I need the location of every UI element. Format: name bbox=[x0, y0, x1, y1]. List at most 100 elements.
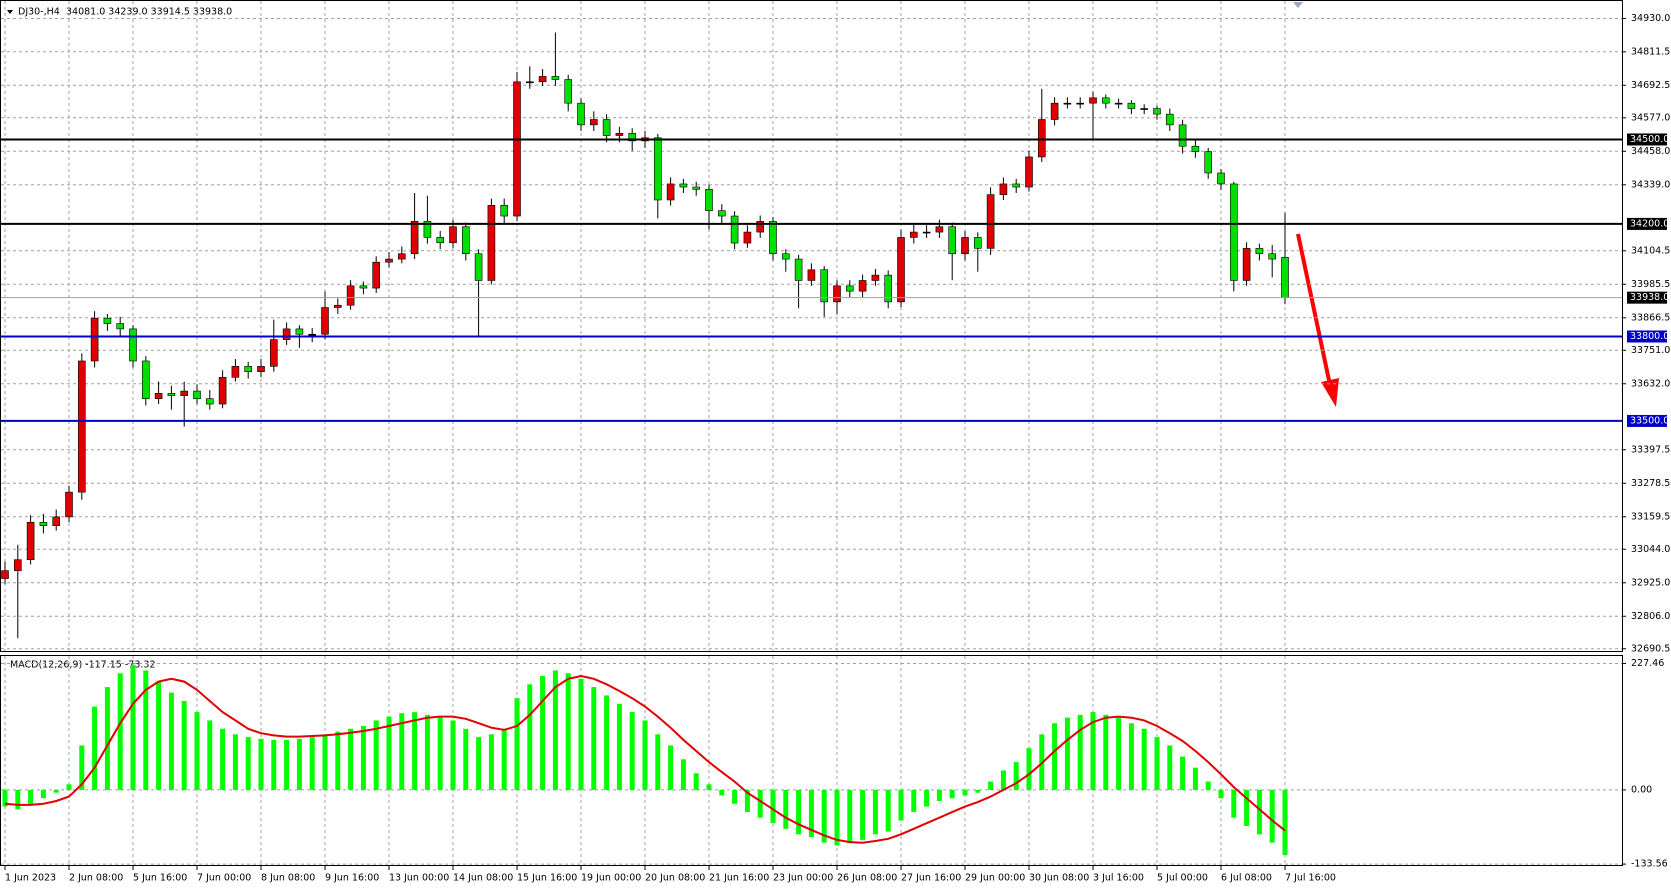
macd-bar bbox=[207, 720, 213, 790]
candle-body bbox=[423, 221, 432, 238]
macd-bar bbox=[847, 789, 853, 843]
x-tick-label: 7 Jun 00:00 bbox=[197, 873, 251, 884]
macd-bar bbox=[732, 789, 738, 804]
signal-line bbox=[4, 674, 1286, 844]
candle-body bbox=[1217, 172, 1225, 185]
current-price-label: 33938.0 bbox=[1630, 292, 1669, 303]
candle-body bbox=[26, 521, 35, 560]
x-tick-label: 27 Jun 16:00 bbox=[901, 873, 961, 884]
candle-body bbox=[602, 119, 611, 136]
candle-body bbox=[244, 366, 252, 372]
candle-body bbox=[461, 226, 470, 255]
candle-body bbox=[513, 81, 521, 217]
candle-body bbox=[973, 237, 982, 249]
y-tick-label: 33159.5 bbox=[1631, 511, 1670, 522]
y-tick-label: 34811.5 bbox=[1631, 46, 1670, 57]
arrow-shaft bbox=[1296, 233, 1332, 386]
level-label-box bbox=[1627, 217, 1667, 230]
candle-body bbox=[333, 304, 342, 308]
macd-bar bbox=[988, 781, 994, 790]
macd-bar bbox=[1282, 789, 1288, 855]
macd-bar bbox=[924, 789, 930, 807]
macd-bar bbox=[15, 789, 21, 810]
y-tick-label: 34692.5 bbox=[1631, 80, 1670, 91]
candle-body bbox=[359, 285, 368, 289]
candle-body bbox=[1012, 183, 1021, 188]
macd-bar bbox=[463, 728, 469, 790]
macd-bar bbox=[284, 739, 290, 790]
macd-frame bbox=[0, 655, 1623, 866]
y-tick-label: 34458.0 bbox=[1631, 146, 1670, 157]
macd-bar bbox=[53, 789, 59, 793]
candle-body bbox=[1255, 248, 1264, 255]
macd-bar bbox=[1128, 723, 1134, 790]
candle-body bbox=[14, 559, 22, 571]
candle-body bbox=[935, 226, 944, 233]
macd-bar bbox=[757, 789, 763, 818]
x-tick-label: 19 Jun 00:00 bbox=[581, 873, 641, 884]
candle-body bbox=[1089, 97, 1097, 104]
candle-body bbox=[730, 215, 739, 244]
candle-body bbox=[90, 317, 99, 362]
x-tick-label: 26 Jun 08:00 bbox=[837, 873, 897, 884]
candle-body bbox=[1153, 108, 1161, 115]
macd-bar bbox=[1064, 717, 1070, 790]
candle-body bbox=[269, 339, 278, 367]
macd-bar bbox=[527, 684, 533, 790]
y-tick-label: 33632.0 bbox=[1631, 378, 1670, 389]
macd-bar bbox=[1205, 781, 1211, 790]
main-frame bbox=[0, 0, 1623, 652]
candle-body bbox=[1140, 108, 1148, 110]
x-tick-label: 13 Jun 00:00 bbox=[389, 873, 449, 884]
candle-body bbox=[154, 393, 163, 399]
macd-bar bbox=[1269, 789, 1275, 843]
macd-bar bbox=[1256, 789, 1262, 835]
candle-body bbox=[180, 390, 188, 396]
macd-bar bbox=[783, 789, 789, 829]
candle-body bbox=[282, 328, 291, 340]
macd-bar bbox=[642, 720, 648, 790]
macd-bar bbox=[66, 784, 72, 790]
candle-body bbox=[1102, 97, 1110, 104]
macd-bar bbox=[296, 738, 302, 790]
x-tick-label: 15 Jun 16:00 bbox=[517, 873, 577, 884]
macd-bar bbox=[373, 720, 379, 790]
x-tick-label: 7 Jul 16:00 bbox=[1285, 873, 1336, 884]
candle-body bbox=[385, 258, 393, 263]
macd-bar bbox=[860, 789, 866, 840]
macd-bar bbox=[936, 789, 942, 801]
macd-bar bbox=[450, 720, 456, 790]
level-label: 34200.0 bbox=[1630, 218, 1669, 229]
macd-bar bbox=[1180, 756, 1186, 790]
candle-body bbox=[103, 317, 112, 324]
level-label-box bbox=[1627, 414, 1667, 427]
x-tick-label: 1 Jun 2023 bbox=[5, 873, 56, 884]
macd-bar bbox=[181, 701, 187, 790]
x-tick-label: 29 Jun 00:00 bbox=[965, 873, 1025, 884]
y-tick-label: 33044.0 bbox=[1631, 544, 1670, 555]
macd-bar bbox=[1052, 723, 1058, 790]
macd-bar bbox=[437, 717, 443, 790]
x-tick-label: 23 Jun 00:00 bbox=[773, 873, 833, 884]
shift-marker bbox=[1293, 2, 1303, 8]
macd-bar bbox=[488, 734, 494, 790]
macd-bar bbox=[629, 712, 635, 790]
candle-body bbox=[142, 360, 150, 399]
candle-body bbox=[1025, 156, 1033, 188]
macd-bar bbox=[911, 789, 917, 813]
macd-bar bbox=[872, 789, 878, 835]
x-tick-label: 30 Jun 08:00 bbox=[1029, 873, 1089, 884]
candle-body bbox=[474, 253, 483, 281]
macd-bar bbox=[117, 673, 123, 790]
candle-body bbox=[845, 285, 854, 292]
candle-body bbox=[167, 393, 176, 396]
candle-body bbox=[743, 231, 752, 244]
macd-bar bbox=[1000, 770, 1006, 790]
macd-bar bbox=[92, 706, 98, 790]
macd-bar bbox=[770, 789, 776, 824]
level-label: 33500.0 bbox=[1630, 415, 1669, 426]
candle-body bbox=[500, 205, 509, 217]
macd-bar bbox=[1231, 789, 1237, 818]
macd-bar bbox=[2, 789, 8, 807]
